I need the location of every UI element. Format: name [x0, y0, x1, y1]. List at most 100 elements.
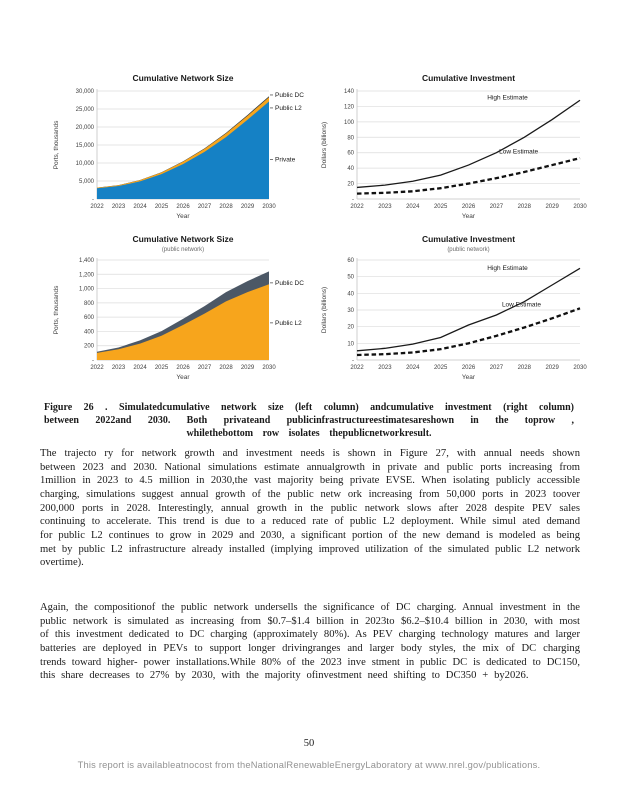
svg-text:50: 50 — [347, 275, 354, 281]
svg-text:5,000: 5,000 — [79, 179, 95, 185]
svg-text:(public network): (public network) — [447, 247, 489, 253]
svg-text:1,200: 1,200 — [79, 272, 95, 278]
svg-text:60: 60 — [347, 151, 354, 157]
svg-text:2025: 2025 — [434, 365, 448, 371]
svg-text:-: - — [92, 358, 94, 364]
svg-text:2028: 2028 — [518, 365, 532, 371]
svg-text:20,000: 20,000 — [76, 125, 95, 131]
page-number: 50 — [303, 738, 315, 749]
svg-text:2027: 2027 — [490, 204, 504, 210]
svg-text:(public network): (public network) — [162, 247, 204, 253]
svg-text:800: 800 — [84, 301, 95, 307]
svg-text:Year: Year — [462, 374, 476, 381]
svg-text:2028: 2028 — [518, 204, 532, 210]
svg-text:30: 30 — [347, 308, 354, 314]
svg-text:10,000: 10,000 — [76, 161, 95, 167]
svg-text:120: 120 — [344, 104, 355, 110]
svg-text:2025: 2025 — [434, 204, 448, 210]
svg-text:20: 20 — [347, 325, 354, 331]
svg-text:2029: 2029 — [241, 365, 255, 371]
svg-text:Low Estimate: Low Estimate — [499, 148, 538, 155]
svg-text:25,000: 25,000 — [76, 107, 95, 113]
svg-text:Cumulative Investment: Cumulative Investment — [422, 73, 515, 83]
svg-text:Ports, thousands: Ports, thousands — [53, 285, 60, 335]
svg-text:2024: 2024 — [133, 365, 147, 371]
svg-text:Ports, thousands: Ports, thousands — [53, 120, 60, 170]
body-paragraph-1: The trajecto ry for network growth and i… — [40, 448, 580, 569]
body-paragraph-2: Again, the compositionof the public netw… — [40, 602, 580, 682]
svg-text:2024: 2024 — [406, 204, 420, 210]
chart-canvas-network-total: - 5,000 10,000 15,000 20,000 25,000 30,000 2022… — [53, 73, 304, 220]
chart-cumulative-network-size-total: - 5,000 10,000 15,000 20,000 25,000 30,000 2022… — [50, 70, 328, 230]
svg-text:Dollars (billions): Dollars (billions) — [321, 122, 328, 168]
svg-text:2022: 2022 — [350, 204, 364, 210]
svg-text:2027: 2027 — [490, 365, 504, 371]
svg-text:2030: 2030 — [573, 365, 587, 371]
svg-text:2024: 2024 — [406, 365, 420, 371]
svg-text:2026: 2026 — [462, 204, 476, 210]
chart-canvas-network-public: - 200 400 600 800 1,000 1,200 1,400 2022 2023 2024… — [53, 234, 304, 381]
svg-text:2030: 2030 — [262, 204, 276, 210]
svg-text:100: 100 — [344, 120, 355, 126]
svg-text:Year: Year — [176, 213, 190, 220]
svg-text:2026: 2026 — [176, 365, 190, 371]
svg-text:Cumulative Investment: Cumulative Investment — [422, 234, 515, 244]
svg-text:1,400: 1,400 — [79, 258, 95, 264]
svg-text:2030: 2030 — [573, 204, 587, 210]
svg-text:Public L2: Public L2 — [275, 105, 302, 112]
svg-text:2025: 2025 — [155, 365, 169, 371]
chart-cumulative-investment-public: -10 20 30 40 50 60 2022 2023 2024 2025 2026 2027 202… — [318, 231, 596, 391]
svg-text:High Estimate: High Estimate — [487, 94, 528, 101]
chart-canvas-investment-total: - 20 40 60 80 100 120 140 2022 2023 2024 2025 2026 20… — [321, 73, 587, 220]
svg-text:40: 40 — [347, 166, 354, 172]
svg-text:400: 400 — [84, 329, 95, 335]
svg-text:40: 40 — [347, 291, 354, 297]
svg-text:15,000: 15,000 — [76, 143, 95, 149]
svg-text:2029: 2029 — [545, 365, 559, 371]
svg-text:2026: 2026 — [462, 365, 476, 371]
svg-text:60: 60 — [347, 258, 354, 264]
svg-text:Public DC: Public DC — [275, 92, 304, 99]
svg-text:2027: 2027 — [198, 204, 212, 210]
svg-text:2025: 2025 — [155, 204, 169, 210]
svg-text:20: 20 — [347, 182, 354, 188]
svg-text:600: 600 — [84, 315, 95, 321]
svg-text:2023: 2023 — [378, 204, 392, 210]
svg-text:1,000: 1,000 — [79, 287, 95, 293]
svg-text:-: - — [352, 358, 354, 364]
svg-text:2029: 2029 — [545, 204, 559, 210]
svg-text:2023: 2023 — [112, 365, 126, 371]
svg-text:10: 10 — [347, 341, 354, 347]
svg-text:2022: 2022 — [350, 365, 364, 371]
chart-cumulative-network-size-public: - 200 400 600 800 1,000 1,200 1,400 2022 2023 2024… — [50, 231, 328, 391]
svg-text:Year: Year — [462, 213, 476, 220]
svg-text:140: 140 — [344, 89, 355, 95]
svg-text:Private: Private — [275, 157, 296, 164]
svg-text:High Estimate: High Estimate — [487, 265, 528, 272]
svg-text:2022: 2022 — [90, 204, 104, 210]
svg-text:2026: 2026 — [176, 204, 190, 210]
svg-text:2028: 2028 — [219, 365, 233, 371]
svg-text:-: - — [352, 197, 354, 203]
svg-text:2023: 2023 — [378, 365, 392, 371]
svg-text:2030: 2030 — [262, 365, 276, 371]
svg-text:Public L2: Public L2 — [275, 320, 302, 327]
svg-text:2024: 2024 — [133, 204, 147, 210]
chart-cumulative-investment-total: - 20 40 60 80 100 120 140 2022 2023 2024 2025 2026 20… — [318, 70, 596, 230]
figure-caption: Figure 26 . Simulatedcumulative network … — [44, 402, 574, 439]
svg-text:-: - — [92, 197, 94, 203]
svg-text:Public DC: Public DC — [275, 280, 304, 287]
svg-text:80: 80 — [347, 135, 354, 141]
svg-text:200: 200 — [84, 344, 95, 350]
svg-text:2029: 2029 — [241, 204, 255, 210]
svg-text:30,000: 30,000 — [76, 89, 95, 95]
svg-text:Cumulative Network Size: Cumulative Network Size — [132, 73, 233, 83]
svg-text:Year: Year — [176, 374, 190, 381]
svg-text:Low Estimate: Low Estimate — [502, 302, 541, 309]
svg-text:2028: 2028 — [219, 204, 233, 210]
svg-text:2023: 2023 — [112, 204, 126, 210]
svg-text:Cumulative Network Size: Cumulative Network Size — [132, 234, 233, 244]
svg-text:2022: 2022 — [90, 365, 104, 371]
